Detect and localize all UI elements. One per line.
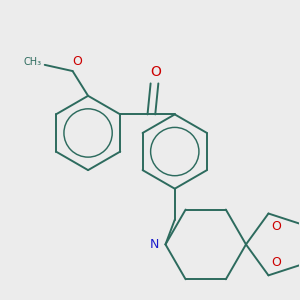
Text: O: O [272,220,281,233]
Text: N: N [150,238,159,251]
Text: O: O [150,65,161,79]
Text: O: O [72,55,82,68]
Text: O: O [272,256,281,269]
Text: CH₃: CH₃ [23,57,42,67]
